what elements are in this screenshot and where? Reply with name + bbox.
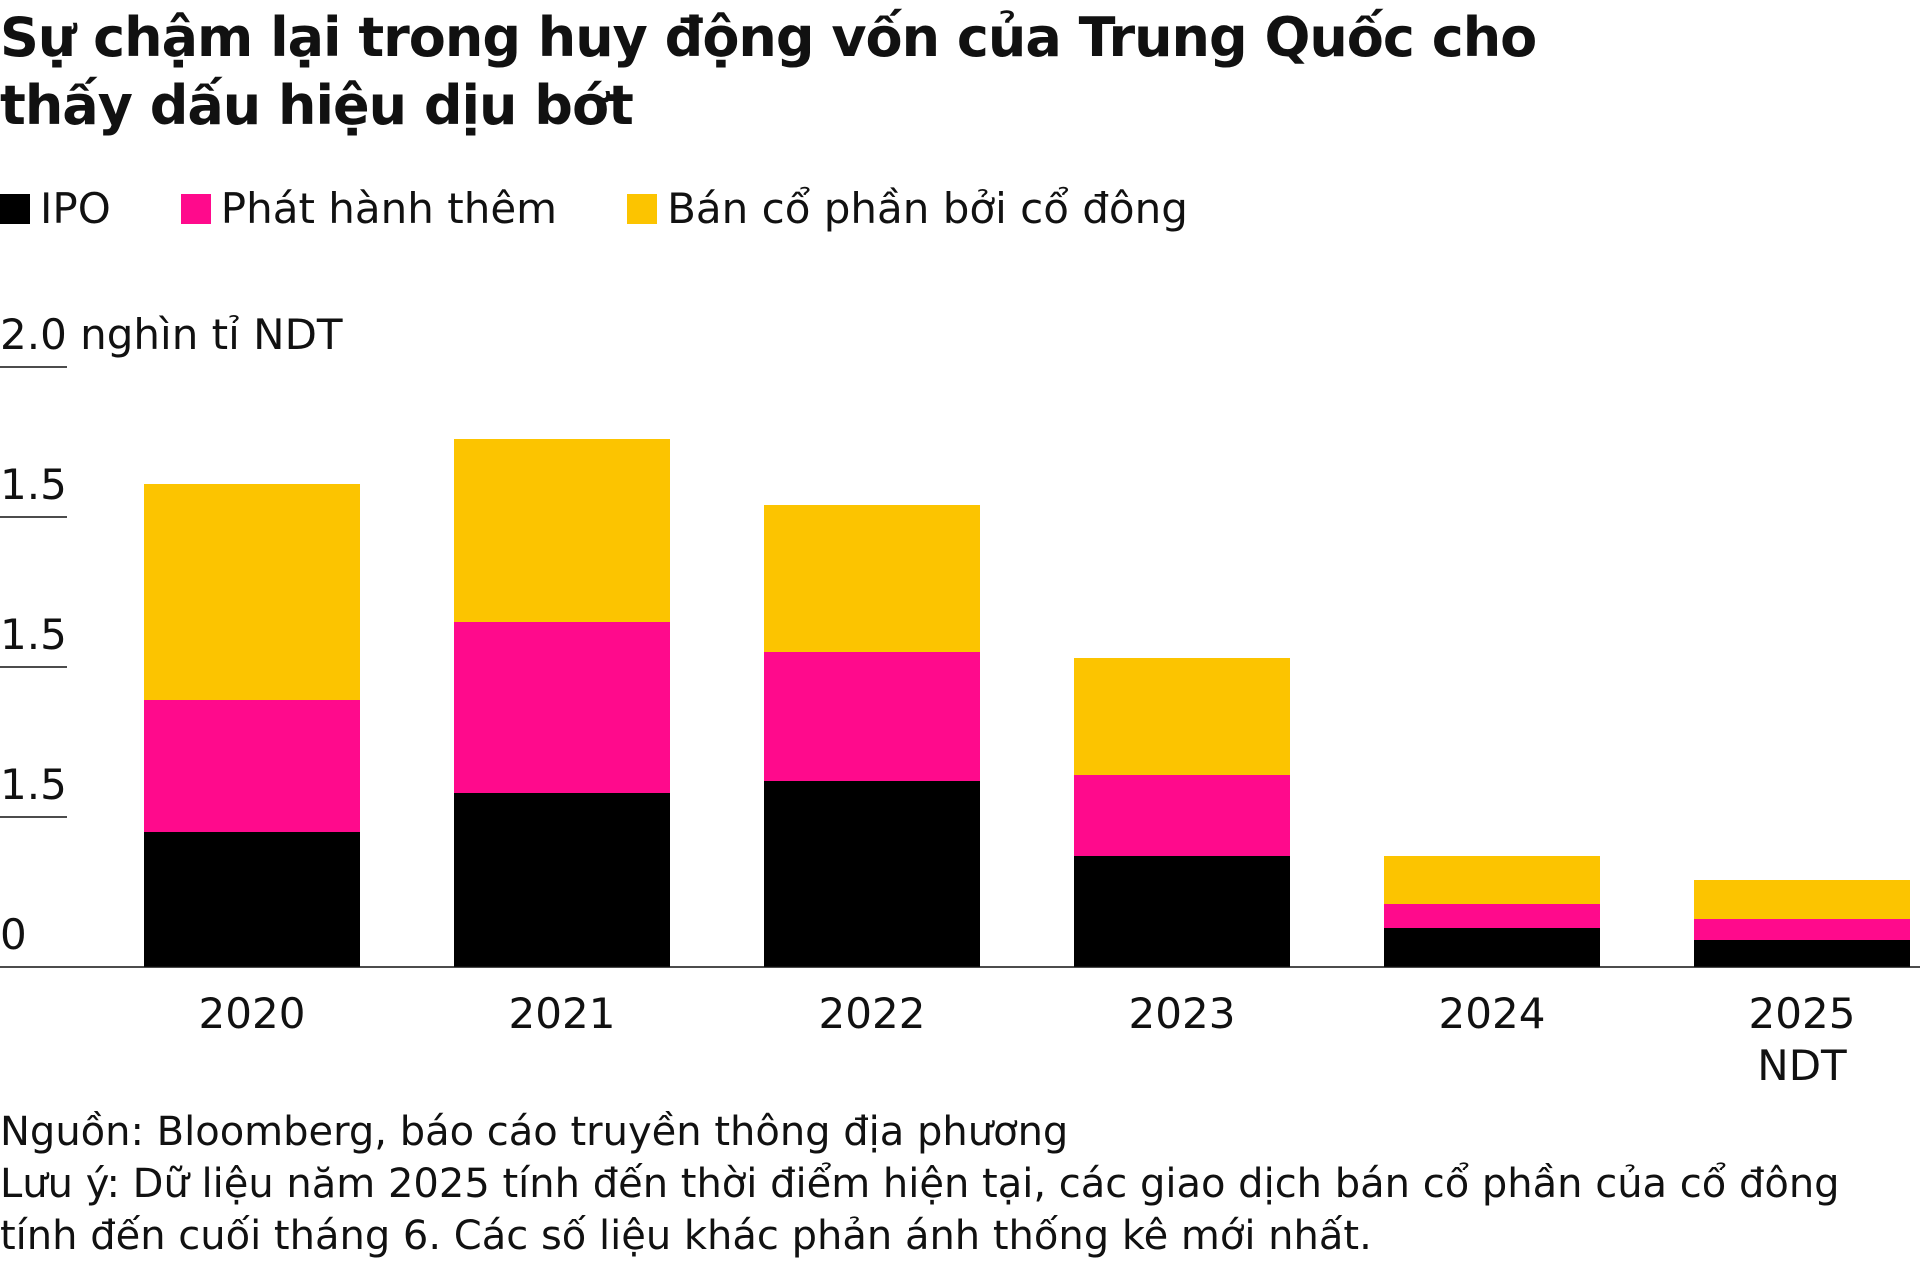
bar-segment xyxy=(764,652,980,781)
bar-segment xyxy=(144,832,360,967)
x-tick-label: 2020 xyxy=(198,989,306,1038)
legend-item: Bán cổ phần bởi cổ đông xyxy=(627,184,1188,233)
x-tick-label: 2023 xyxy=(1128,989,1236,1038)
legend-label: Phát hành thêm xyxy=(220,184,558,233)
y-tick-label: 0 xyxy=(0,910,27,959)
note: Lưu ý: Dữ liệu năm 2025 tính đến thời đi… xyxy=(0,1161,1840,1259)
legend-label: IPO xyxy=(40,184,111,233)
source: Nguồn: Bloomberg, báo cáo truyền thông đ… xyxy=(0,1109,1069,1155)
bar-segment xyxy=(1694,940,1910,967)
bar-segment xyxy=(454,793,670,967)
legend-swatch xyxy=(0,193,30,224)
bar-segment xyxy=(144,484,360,700)
bar-segment xyxy=(1074,775,1290,856)
y-tick-label: 1.5 xyxy=(0,760,67,809)
y-tick-label: 1.5 xyxy=(0,610,67,659)
bar-segment xyxy=(1384,904,1600,928)
legend-item: IPO xyxy=(0,184,111,233)
bar-segment xyxy=(1384,856,1600,904)
bar-segment xyxy=(1694,880,1910,919)
legend-item: Phát hành thêm xyxy=(180,184,558,233)
x-tick-label: 2021 xyxy=(508,989,616,1038)
x-tick-label: 2024 xyxy=(1438,989,1546,1038)
legend-swatch xyxy=(627,193,658,224)
y-tick-label: 2.0 nghìn tỉ NDT xyxy=(0,310,343,359)
legend-swatch xyxy=(180,193,211,224)
x-tick-label: 2025 NDT xyxy=(1748,989,1856,1090)
x-tick-label: 2022 xyxy=(818,989,926,1038)
legend: IPO Phát hành thêm Bán cổ phần bởi cổ đông xyxy=(0,184,1258,233)
bar-segment xyxy=(1384,928,1600,967)
bar-segment xyxy=(1694,919,1910,940)
bar-segment xyxy=(764,781,980,967)
legend-label: Bán cổ phần bởi cổ đông xyxy=(667,184,1188,233)
bar-segment xyxy=(1074,658,1290,775)
bar-segment xyxy=(1074,856,1290,967)
bar-segment xyxy=(764,505,980,652)
bar-segment xyxy=(454,622,670,793)
bar-segment xyxy=(454,439,670,622)
bar-segment xyxy=(144,700,360,832)
chart-title: Sự chậm lại trong huy động vốn của Trung… xyxy=(0,6,1537,137)
y-tick-label: 1.5 xyxy=(0,460,67,509)
